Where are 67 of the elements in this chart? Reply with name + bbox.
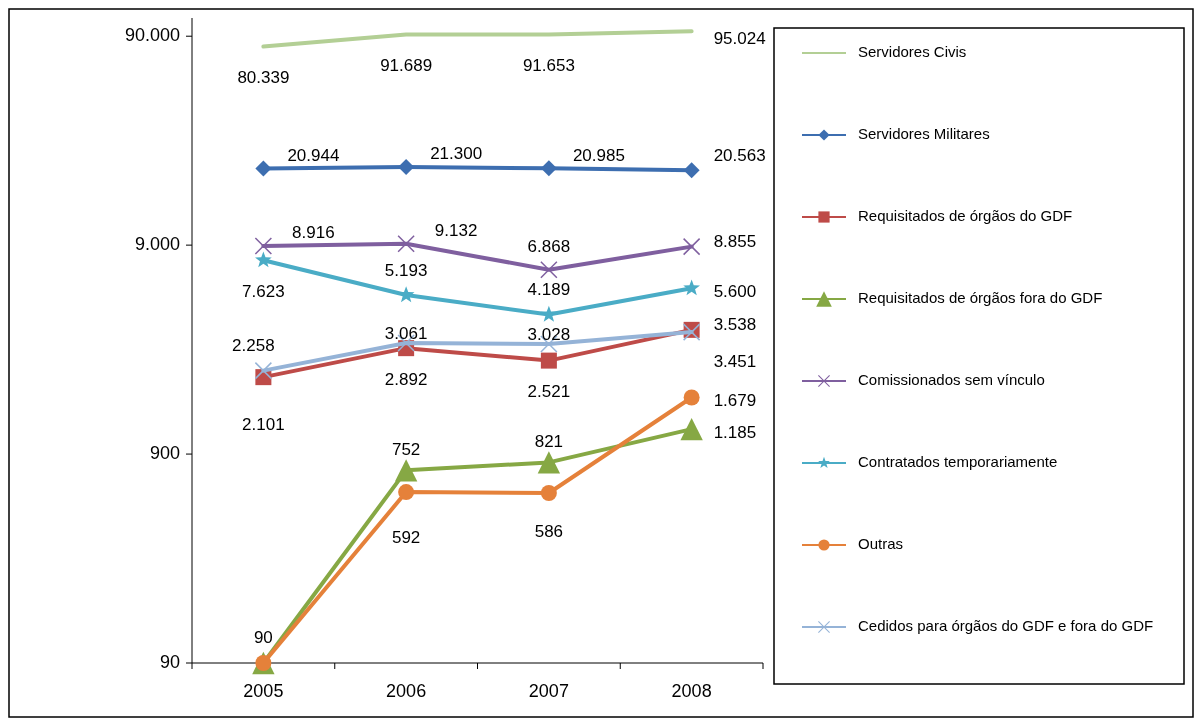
point <box>255 160 272 177</box>
point <box>254 237 273 255</box>
point <box>540 485 557 501</box>
x-tick-label: 2007 <box>528 681 569 701</box>
data-label: 4.189 <box>527 280 571 300</box>
data-label: 8.855 <box>713 232 757 252</box>
legend-label: Contratados temporariamente <box>858 452 1058 470</box>
y-tick-label: 90.000 <box>124 24 180 45</box>
point <box>537 451 561 474</box>
point <box>683 279 700 296</box>
data-label: 5.600 <box>713 281 757 301</box>
point <box>398 158 415 175</box>
data-label: 7.623 <box>242 281 285 301</box>
data-label: 20.563 <box>713 145 766 165</box>
data-label: 1.185 <box>713 422 757 442</box>
y-tick-label: 9.000 <box>134 233 180 254</box>
y-tick-label: 900 <box>149 442 180 463</box>
data-label: 20.944 <box>287 145 340 165</box>
x-tick-label: 2006 <box>386 681 427 701</box>
data-label: 3.538 <box>713 315 757 335</box>
data-label: 8.916 <box>292 223 335 243</box>
data-label: 1.679 <box>713 390 757 410</box>
data-label: 2.258 <box>232 336 275 356</box>
data-label: 5.193 <box>384 260 428 280</box>
x-tick-label: 2008 <box>671 681 712 701</box>
data-label: 20.985 <box>572 145 625 165</box>
point <box>397 235 415 253</box>
data-label: 91.653 <box>522 56 575 76</box>
data-label: 3.028 <box>527 325 571 345</box>
data-label: 752 <box>391 439 421 459</box>
point <box>540 352 557 369</box>
data-label: 592 <box>391 527 421 547</box>
point <box>682 237 701 256</box>
point <box>680 417 703 441</box>
point <box>540 305 558 322</box>
y-tick-label: 90 <box>159 651 180 672</box>
data-label: 2.892 <box>384 369 428 389</box>
data-label: 21.300 <box>430 144 483 164</box>
legend-label: Cedidos para órgãos do GDF e fora do GDF <box>858 616 1154 634</box>
data-label: 91.689 <box>380 56 433 76</box>
data-label: 2.521 <box>527 382 571 402</box>
legend-label: Comissionados sem vínculo <box>858 370 1045 388</box>
data-label: 3.061 <box>384 324 428 344</box>
data-label: 90 <box>253 628 273 648</box>
point <box>394 459 418 482</box>
data-label: 9.132 <box>434 221 478 241</box>
line-series <box>261 29 694 49</box>
point <box>255 251 272 268</box>
point <box>683 389 700 406</box>
point <box>683 162 700 179</box>
point <box>540 260 558 279</box>
legend-label: Requisitados de órgãos do GDF <box>858 206 1073 224</box>
data-label: 3.451 <box>713 351 757 371</box>
data-label: 6.868 <box>527 237 571 257</box>
legend-label: Servidores Civis <box>858 42 967 60</box>
point <box>540 160 557 177</box>
data-label: 821 <box>534 431 564 451</box>
legend-label: Outras <box>858 534 904 552</box>
data-label: 586 <box>534 522 564 542</box>
data-label: 95.024 <box>713 28 766 48</box>
point <box>398 484 415 501</box>
data-label: 80.339 <box>237 68 290 87</box>
legend-label: Requisitados de órgãos fora do GDF <box>858 288 1103 306</box>
point <box>254 361 273 380</box>
data-label: 2.101 <box>242 414 285 434</box>
x-tick-label: 2005 <box>243 681 284 701</box>
legend-label: Servidores Militares <box>858 124 990 142</box>
